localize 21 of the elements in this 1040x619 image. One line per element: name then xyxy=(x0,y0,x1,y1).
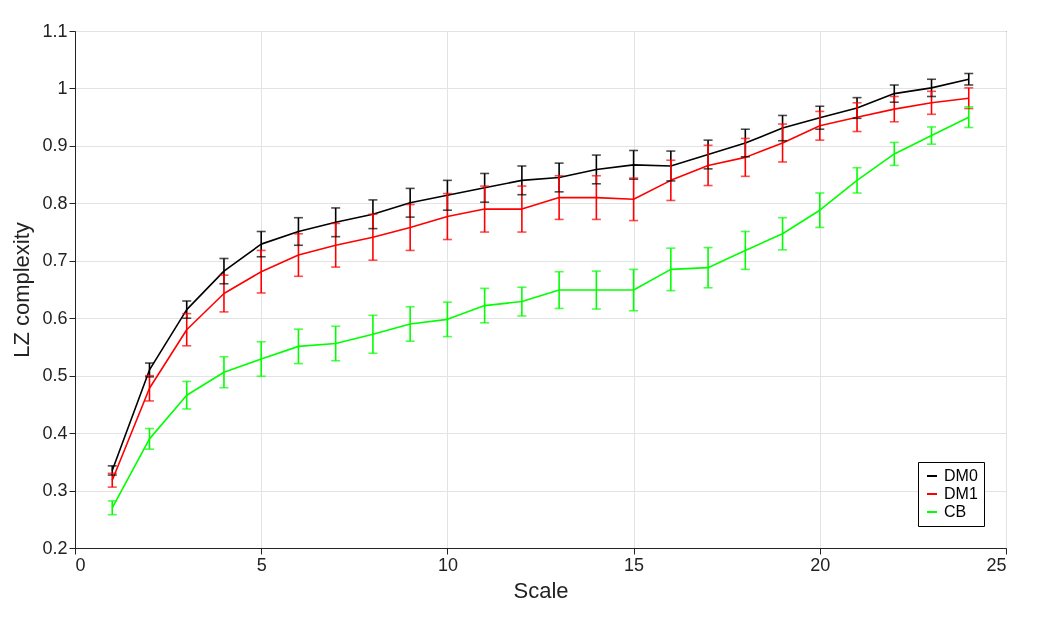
x-tick-label: 20 xyxy=(810,554,831,575)
y-tick-label: 0.8 xyxy=(42,192,68,213)
y-axis-title: LZ complexity xyxy=(9,222,35,358)
y-tick-label: 1 xyxy=(57,77,68,98)
y-tick-label: 0.3 xyxy=(42,480,68,501)
y-tick-label: 0.2 xyxy=(42,537,68,558)
x-tick-label: 25 xyxy=(986,554,1007,575)
y-tick-label: 0.4 xyxy=(42,422,68,443)
x-tick-label: 15 xyxy=(624,554,645,575)
x-axis-title: Scale xyxy=(513,577,569,603)
y-tick-label: 1.1 xyxy=(42,20,68,41)
x-tick-label: 5 xyxy=(256,554,267,575)
legend-label: DM1 xyxy=(944,485,978,502)
legend-label: CB xyxy=(944,503,967,520)
y-tick-label: 0.9 xyxy=(42,135,68,156)
x-tick-label: 0 xyxy=(75,554,86,575)
y-tick-label: 0.5 xyxy=(42,365,68,386)
y-tick-label: 0.6 xyxy=(42,307,68,328)
x-tick-label: 10 xyxy=(437,554,458,575)
y-tick-label: 0.7 xyxy=(42,250,68,271)
legend-label: DM0 xyxy=(944,467,978,484)
